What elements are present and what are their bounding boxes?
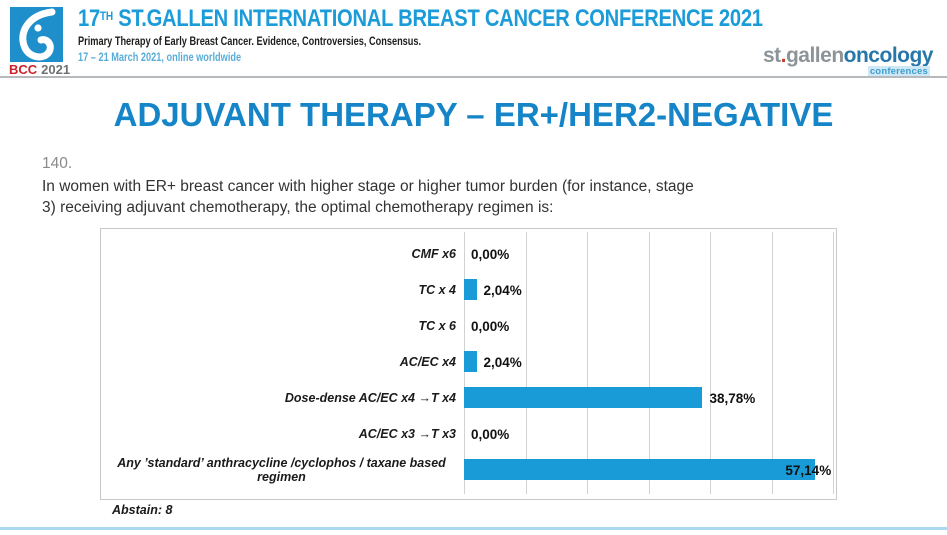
question-block: 140. In women with ER+ breast cancer wit…: [42, 155, 922, 218]
conference-subtitle: Primary Therapy of Early Breast Cancer. …: [78, 36, 422, 48]
bcc-text: BCC: [9, 62, 38, 77]
gridline: [587, 232, 588, 494]
gridline: [710, 232, 711, 494]
bcc-logo: [10, 7, 63, 62]
value-label: 0,00%: [471, 246, 510, 262]
breast-cancer-logo-icon: [19, 8, 56, 61]
brand-conferences-label: conferences: [867, 66, 930, 77]
conference-title-rest: ST.GALLEN INTERNATIONAL BREAST CANCER CO…: [112, 5, 763, 32]
value-label: 2,04%: [483, 354, 522, 370]
category-label: AC/EC x3 →T x3: [358, 427, 456, 441]
value-label: 2,04%: [483, 282, 522, 298]
conference-title: 17TH ST.GALLEN INTERNATIONAL BREAST CANC…: [78, 5, 763, 33]
brand-gallen: gallen: [785, 44, 844, 67]
chart-row: AC/EC x3 →T x3 0,00%: [101, 416, 836, 452]
gridline: [833, 232, 834, 494]
category-label: CMF x6: [411, 247, 456, 261]
gridline: [525, 232, 527, 494]
brand-dot: .: [780, 44, 787, 67]
conference-title-number: 17: [78, 5, 100, 32]
chart-row: TC x 6 0,00%: [101, 308, 836, 344]
conference-dates: 17 – 21 March 2021, online worldwide: [78, 52, 242, 64]
question-text-line2: 3) receiving adjuvant chemotherapy, the …: [42, 199, 554, 216]
bar: [464, 351, 477, 372]
category-label: TC x 6: [418, 319, 456, 333]
gridline: [771, 232, 773, 494]
page-title: ADJUVANT THERAPY – ER+/HER2-NEGATIVE: [113, 96, 834, 133]
footer-stripe: [0, 527, 947, 530]
value-label: 57,14%: [785, 462, 832, 478]
question-number: 140.: [42, 155, 73, 172]
poll-results-chart: CMF x6 0,00% TC x 4 2,04% TC x 6 0,00% AC/EC x…: [100, 228, 837, 500]
bcc-year: 2021: [41, 62, 71, 77]
header-text-block: 17TH ST.GALLEN INTERNATIONAL BREAST CANC…: [78, 5, 893, 64]
chart-row: CMF x6 0,00%: [101, 236, 836, 272]
header-divider: [0, 76, 947, 78]
value-label: 38,78%: [709, 390, 756, 406]
bar: [464, 387, 703, 408]
conference-title-sup: TH: [99, 9, 113, 23]
value-label: 0,00%: [471, 318, 510, 334]
brand-oncology: oncology: [843, 44, 934, 67]
chart-row: Dose-dense AC/EC x4 →T x4 38,78%: [101, 380, 836, 416]
chart-row: Any ’standard’ anthracycline /cyclophos …: [101, 452, 836, 488]
chart-row: TC x 4 2,04%: [101, 272, 836, 308]
bcc-year-label: BCC 2021: [9, 62, 70, 77]
category-label: AC/EC x4: [399, 355, 456, 369]
gridline: [648, 232, 650, 494]
category-label: Dose-dense AC/EC x4 →T x4: [284, 391, 456, 405]
category-label: TC x 4: [418, 283, 456, 297]
abstain-note: Abstain: 8: [112, 503, 173, 517]
question-text-line1: In women with ER+ breast cancer with hig…: [42, 178, 694, 195]
category-label: Any ’standard’ anthracycline /cyclophos …: [117, 456, 446, 484]
chart-rows: CMF x6 0,00% TC x 4 2,04% TC x 6 0,00% AC/EC x…: [101, 236, 836, 488]
bar: [464, 459, 816, 480]
value-label: 0,00%: [471, 426, 510, 442]
stgallen-oncology-logo: st.gallenoncology: [762, 44, 934, 68]
brand-st: st: [762, 44, 781, 67]
chart-row: AC/EC x4 2,04%: [101, 344, 836, 380]
bar: [464, 279, 477, 300]
